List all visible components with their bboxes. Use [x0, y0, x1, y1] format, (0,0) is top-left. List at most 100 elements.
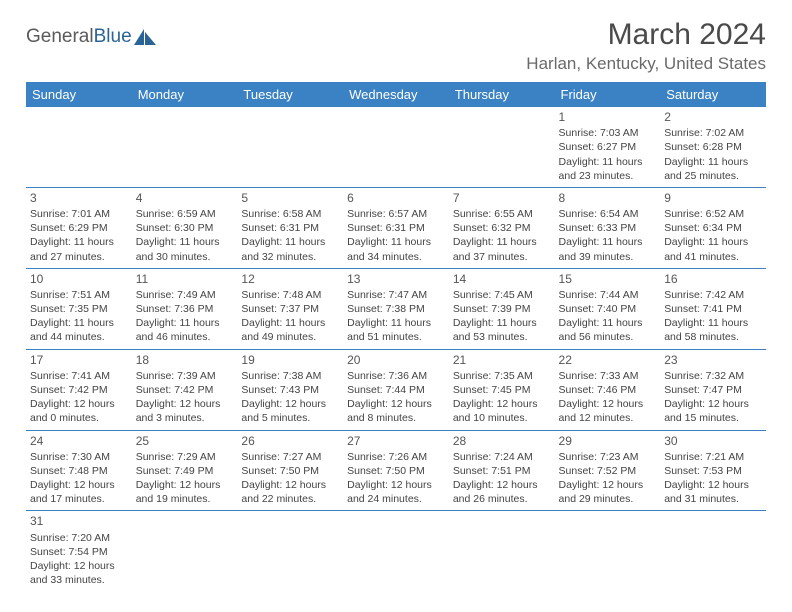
sunrise-text: Sunrise: 7:47 AM	[347, 288, 445, 302]
day-number: 20	[347, 352, 445, 368]
sunset-text: Sunset: 7:37 PM	[241, 302, 339, 316]
sunset-text: Sunset: 7:50 PM	[241, 464, 339, 478]
day-number: 7	[453, 190, 551, 206]
day-header: Saturday	[660, 82, 766, 107]
sunset-text: Sunset: 7:50 PM	[347, 464, 445, 478]
day-number: 11	[136, 271, 234, 287]
daylight-text: Daylight: 12 hours and 10 minutes.	[453, 397, 551, 425]
day-number: 14	[453, 271, 551, 287]
day-number: 15	[559, 271, 657, 287]
sunset-text: Sunset: 6:33 PM	[559, 221, 657, 235]
sunset-text: Sunset: 7:51 PM	[453, 464, 551, 478]
sunrise-text: Sunrise: 7:42 AM	[664, 288, 762, 302]
sunrise-text: Sunrise: 7:38 AM	[241, 369, 339, 383]
sunrise-text: Sunrise: 7:29 AM	[136, 450, 234, 464]
calendar-cell: 28Sunrise: 7:24 AMSunset: 7:51 PMDayligh…	[449, 430, 555, 511]
sunset-text: Sunset: 7:54 PM	[30, 545, 128, 559]
sunrise-text: Sunrise: 7:03 AM	[559, 126, 657, 140]
day-number: 30	[664, 433, 762, 449]
calendar-cell: 24Sunrise: 7:30 AMSunset: 7:48 PMDayligh…	[26, 430, 132, 511]
daylight-text: Daylight: 11 hours and 53 minutes.	[453, 316, 551, 344]
sunset-text: Sunset: 7:46 PM	[559, 383, 657, 397]
day-number: 23	[664, 352, 762, 368]
sunset-text: Sunset: 7:39 PM	[453, 302, 551, 316]
calendar-cell: 21Sunrise: 7:35 AMSunset: 7:45 PMDayligh…	[449, 349, 555, 430]
calendar-cell	[343, 107, 449, 187]
sunrise-text: Sunrise: 7:48 AM	[241, 288, 339, 302]
calendar-cell: 3Sunrise: 7:01 AMSunset: 6:29 PMDaylight…	[26, 187, 132, 268]
daylight-text: Daylight: 11 hours and 58 minutes.	[664, 316, 762, 344]
sunset-text: Sunset: 7:36 PM	[136, 302, 234, 316]
daylight-text: Daylight: 11 hours and 34 minutes.	[347, 235, 445, 263]
day-header: Wednesday	[343, 82, 449, 107]
sunset-text: Sunset: 6:31 PM	[347, 221, 445, 235]
calendar-cell	[237, 107, 343, 187]
sunset-text: Sunset: 6:32 PM	[453, 221, 551, 235]
calendar-cell: 26Sunrise: 7:27 AMSunset: 7:50 PMDayligh…	[237, 430, 343, 511]
calendar-cell: 20Sunrise: 7:36 AMSunset: 7:44 PMDayligh…	[343, 349, 449, 430]
calendar-cell: 19Sunrise: 7:38 AMSunset: 7:43 PMDayligh…	[237, 349, 343, 430]
daylight-text: Daylight: 12 hours and 15 minutes.	[664, 397, 762, 425]
day-number: 27	[347, 433, 445, 449]
day-number: 21	[453, 352, 551, 368]
sunrise-text: Sunrise: 6:57 AM	[347, 207, 445, 221]
daylight-text: Daylight: 11 hours and 30 minutes.	[136, 235, 234, 263]
daylight-text: Daylight: 12 hours and 19 minutes.	[136, 478, 234, 506]
daylight-text: Daylight: 11 hours and 39 minutes.	[559, 235, 657, 263]
sunrise-text: Sunrise: 7:44 AM	[559, 288, 657, 302]
calendar-cell: 4Sunrise: 6:59 AMSunset: 6:30 PMDaylight…	[132, 187, 238, 268]
daylight-text: Daylight: 11 hours and 56 minutes.	[559, 316, 657, 344]
sunset-text: Sunset: 7:52 PM	[559, 464, 657, 478]
day-number: 6	[347, 190, 445, 206]
calendar-cell	[660, 511, 766, 591]
day-number: 3	[30, 190, 128, 206]
daylight-text: Daylight: 12 hours and 17 minutes.	[30, 478, 128, 506]
calendar-week: 24Sunrise: 7:30 AMSunset: 7:48 PMDayligh…	[26, 430, 766, 511]
daylight-text: Daylight: 12 hours and 31 minutes.	[664, 478, 762, 506]
sunset-text: Sunset: 6:31 PM	[241, 221, 339, 235]
daylight-text: Daylight: 11 hours and 27 minutes.	[30, 235, 128, 263]
sunset-text: Sunset: 6:28 PM	[664, 140, 762, 154]
sunrise-text: Sunrise: 7:20 AM	[30, 531, 128, 545]
day-number: 26	[241, 433, 339, 449]
sunrise-text: Sunrise: 6:52 AM	[664, 207, 762, 221]
calendar-cell: 5Sunrise: 6:58 AMSunset: 6:31 PMDaylight…	[237, 187, 343, 268]
sunset-text: Sunset: 6:27 PM	[559, 140, 657, 154]
daylight-text: Daylight: 11 hours and 37 minutes.	[453, 235, 551, 263]
sunset-text: Sunset: 7:53 PM	[664, 464, 762, 478]
day-header: Thursday	[449, 82, 555, 107]
day-number: 29	[559, 433, 657, 449]
calendar-cell	[237, 511, 343, 591]
calendar-cell: 7Sunrise: 6:55 AMSunset: 6:32 PMDaylight…	[449, 187, 555, 268]
sunset-text: Sunset: 7:48 PM	[30, 464, 128, 478]
calendar-cell: 1Sunrise: 7:03 AMSunset: 6:27 PMDaylight…	[555, 107, 661, 187]
sunrise-text: Sunrise: 7:32 AM	[664, 369, 762, 383]
calendar-cell: 15Sunrise: 7:44 AMSunset: 7:40 PMDayligh…	[555, 268, 661, 349]
calendar-cell: 29Sunrise: 7:23 AMSunset: 7:52 PMDayligh…	[555, 430, 661, 511]
logo-text-blue: Blue	[94, 26, 132, 47]
sunrise-text: Sunrise: 7:36 AM	[347, 369, 445, 383]
calendar-cell: 10Sunrise: 7:51 AMSunset: 7:35 PMDayligh…	[26, 268, 132, 349]
calendar-cell: 9Sunrise: 6:52 AMSunset: 6:34 PMDaylight…	[660, 187, 766, 268]
calendar-cell: 12Sunrise: 7:48 AMSunset: 7:37 PMDayligh…	[237, 268, 343, 349]
sunrise-text: Sunrise: 7:23 AM	[559, 450, 657, 464]
calendar-cell: 6Sunrise: 6:57 AMSunset: 6:31 PMDaylight…	[343, 187, 449, 268]
daylight-text: Daylight: 11 hours and 49 minutes.	[241, 316, 339, 344]
calendar-week: 3Sunrise: 7:01 AMSunset: 6:29 PMDaylight…	[26, 187, 766, 268]
calendar-cell: 2Sunrise: 7:02 AMSunset: 6:28 PMDaylight…	[660, 107, 766, 187]
sunrise-text: Sunrise: 7:51 AM	[30, 288, 128, 302]
daylight-text: Daylight: 11 hours and 44 minutes.	[30, 316, 128, 344]
sunrise-text: Sunrise: 7:27 AM	[241, 450, 339, 464]
day-number: 31	[30, 513, 128, 529]
day-header: Monday	[132, 82, 238, 107]
calendar-week: 31Sunrise: 7:20 AMSunset: 7:54 PMDayligh…	[26, 511, 766, 591]
daylight-text: Daylight: 12 hours and 8 minutes.	[347, 397, 445, 425]
sunset-text: Sunset: 6:34 PM	[664, 221, 762, 235]
day-number: 12	[241, 271, 339, 287]
day-number: 4	[136, 190, 234, 206]
calendar-cell: 25Sunrise: 7:29 AMSunset: 7:49 PMDayligh…	[132, 430, 238, 511]
logo: GeneralBlue	[26, 26, 156, 48]
daylight-text: Daylight: 12 hours and 22 minutes.	[241, 478, 339, 506]
sunset-text: Sunset: 7:38 PM	[347, 302, 445, 316]
calendar-week: 10Sunrise: 7:51 AMSunset: 7:35 PMDayligh…	[26, 268, 766, 349]
